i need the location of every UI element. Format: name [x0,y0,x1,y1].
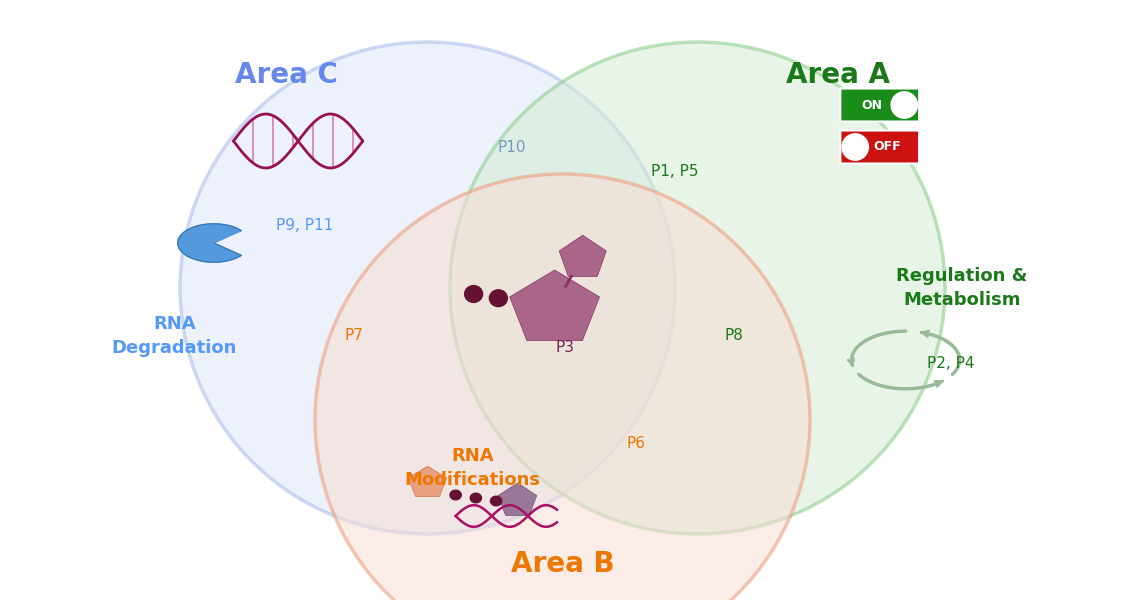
Text: RNA
Modifications: RNA Modifications [405,447,540,489]
Text: P9, P11: P9, P11 [276,217,333,232]
Text: P7: P7 [345,329,363,343]
Text: P10: P10 [497,139,526,154]
Ellipse shape [489,290,507,307]
FancyBboxPatch shape [840,89,919,121]
Text: OFF: OFF [874,140,901,154]
Text: Area A: Area A [786,61,890,89]
Text: P8: P8 [724,329,742,343]
Ellipse shape [450,490,461,500]
Polygon shape [498,483,537,515]
Ellipse shape [842,134,868,160]
Ellipse shape [490,496,502,506]
Ellipse shape [450,42,945,534]
Text: RNA
Degradation: RNA Degradation [111,315,237,357]
Ellipse shape [891,92,918,118]
Polygon shape [559,235,606,277]
Ellipse shape [315,174,810,600]
Text: Area C: Area C [235,61,339,89]
Text: P2, P4: P2, P4 [927,355,974,370]
Ellipse shape [470,493,482,503]
Text: P6: P6 [627,437,645,451]
Ellipse shape [514,295,532,311]
Polygon shape [408,466,447,497]
Polygon shape [510,270,600,341]
Polygon shape [178,224,242,262]
Ellipse shape [465,286,483,302]
Text: Regulation &
Metabolism: Regulation & Metabolism [897,267,1027,309]
Text: Area B: Area B [511,550,614,578]
FancyBboxPatch shape [840,130,919,163]
Text: P1, P5: P1, P5 [651,163,699,179]
Ellipse shape [180,42,675,534]
Text: P3: P3 [556,340,574,355]
Text: ON: ON [862,98,882,112]
